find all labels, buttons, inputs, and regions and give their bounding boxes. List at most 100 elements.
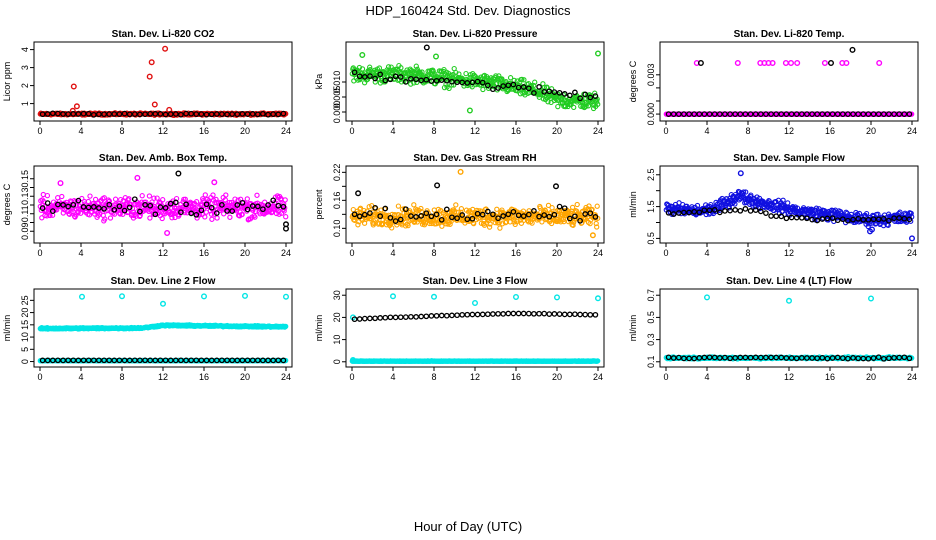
data-point: [443, 312, 450, 319]
x-tick-label: 16: [199, 126, 209, 136]
data-point: [118, 293, 125, 300]
data-point: [798, 214, 805, 221]
data-point: [49, 357, 56, 364]
data-point: [592, 90, 598, 96]
data-point: [183, 110, 189, 117]
data-point: [147, 357, 154, 364]
data-point: [778, 213, 785, 220]
data-point: [223, 192, 229, 198]
series-hourly: [351, 44, 599, 102]
data-point: [193, 111, 200, 117]
data-point: [126, 196, 132, 202]
data-point: [574, 201, 580, 208]
data-point: [359, 52, 366, 59]
data-point: [474, 210, 481, 217]
data-point: [154, 195, 160, 201]
data-point: [270, 111, 277, 117]
data-point: [224, 357, 230, 364]
data-point: [876, 60, 883, 67]
data-point: [870, 111, 877, 117]
data-point: [389, 225, 395, 231]
data-point: [454, 79, 460, 86]
data-point: [824, 111, 831, 117]
data-point: [536, 213, 542, 220]
data-point: [556, 311, 563, 317]
data-point: [418, 213, 425, 219]
data-point: [209, 216, 215, 222]
data-point: [146, 193, 153, 199]
data-point: [196, 212, 203, 218]
data-point: [788, 60, 795, 67]
data-point: [814, 111, 821, 117]
data-point: [232, 196, 238, 202]
plot-frame: [659, 41, 919, 122]
data-point: [487, 221, 493, 227]
data-point: [793, 111, 800, 117]
x-tick-label: 0: [349, 372, 354, 382]
data-point: [549, 205, 555, 211]
data-point: [193, 199, 200, 205]
data-point: [172, 199, 179, 206]
data-point: [505, 310, 512, 317]
x-tick-label: 8: [119, 126, 124, 136]
data-point: [198, 111, 205, 117]
data-point: [214, 215, 220, 221]
data-point: [541, 310, 548, 317]
data-point: [44, 357, 51, 364]
data-point: [80, 110, 87, 117]
data-point: [85, 357, 92, 364]
points-layer: [37, 170, 290, 236]
data-point: [593, 220, 599, 227]
data-point: [863, 210, 870, 217]
y-axis-label: Licor ppm: [2, 62, 12, 102]
data-point: [367, 210, 373, 216]
x-tick-label: 20: [866, 126, 876, 136]
data-point: [260, 206, 266, 213]
data-point: [131, 357, 138, 364]
data-point: [356, 316, 363, 322]
data-point: [203, 201, 210, 208]
data-point: [794, 205, 801, 211]
series-high-rate: [349, 293, 602, 365]
data-point: [219, 357, 225, 364]
data-point: [525, 85, 532, 92]
data-point: [469, 79, 476, 86]
data-point: [423, 210, 430, 217]
data-point: [139, 193, 145, 199]
panel-title: Stan. Dev. Sample Flow: [733, 153, 845, 164]
data-point: [499, 221, 506, 227]
data-point: [500, 83, 507, 89]
data-point: [162, 205, 169, 211]
y-tick-label: 0: [20, 359, 30, 364]
data-point: [839, 111, 846, 117]
data-point: [164, 229, 171, 236]
data-point: [152, 211, 159, 218]
data-point: [531, 90, 537, 96]
data-point: [510, 81, 517, 88]
data-point: [431, 293, 438, 300]
data-point: [157, 357, 164, 364]
data-point: [96, 111, 102, 118]
data-point: [188, 210, 195, 217]
data-point: [102, 216, 108, 222]
data-point: [244, 111, 251, 117]
data-point: [484, 208, 491, 215]
data-point: [766, 198, 772, 204]
data-point: [819, 111, 826, 117]
data-point: [57, 180, 64, 187]
data-point: [459, 212, 466, 218]
x-tick-label: 4: [78, 372, 83, 382]
data-point: [520, 213, 527, 219]
data-point: [737, 170, 744, 177]
data-point: [554, 294, 561, 301]
data-point: [521, 77, 527, 83]
data-point: [750, 203, 756, 209]
data-point: [397, 314, 404, 321]
data-point: [773, 213, 780, 220]
data-point: [44, 111, 51, 117]
data-point: [856, 210, 863, 217]
data-point: [855, 215, 862, 222]
data-point: [283, 214, 289, 220]
data-point: [418, 205, 424, 212]
data-point: [392, 218, 399, 224]
